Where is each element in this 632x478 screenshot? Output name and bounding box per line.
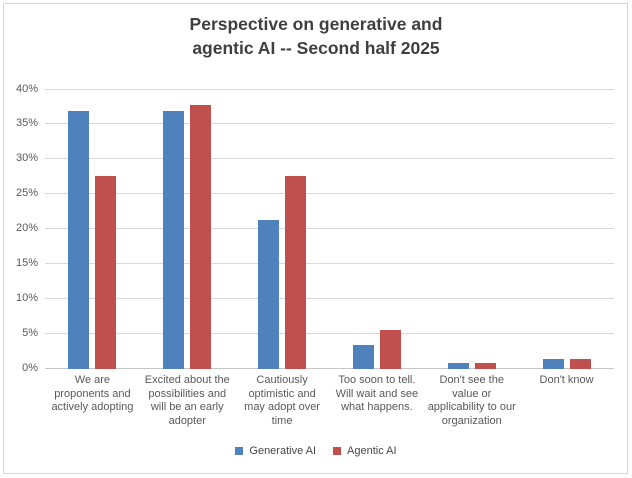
category-label: Don't see the value or applicability to …: [427, 374, 516, 427]
y-tick-label: 40%: [15, 82, 38, 95]
chart-title: Perspective on generative and agentic AI…: [189, 14, 443, 58]
gridline: [45, 263, 614, 265]
bar-agentic-ai: [95, 175, 117, 369]
gridline: [45, 333, 614, 335]
gridline: [45, 228, 614, 230]
gridline: [45, 298, 614, 300]
bar-agentic-ai: [569, 359, 591, 369]
y-tick-label: 15%: [15, 257, 38, 270]
bar-agentic-ai: [285, 176, 307, 369]
category-label: Excited about the possibilities and will…: [144, 374, 230, 427]
bar-generative-ai: [163, 111, 185, 369]
y-tick-label: 5%: [22, 327, 38, 340]
y-tick-label: 0%: [22, 362, 38, 374]
bar-agentic-ai: [190, 105, 212, 369]
legend-item-agentic-ai: Agentic AI: [333, 445, 397, 457]
legend-swatch-generative-ai: [235, 447, 244, 455]
category-label: We are proponents and actively adopting: [51, 374, 134, 413]
bar-agentic-ai: [379, 330, 401, 369]
category-label: Too soon to tell. Will wait and see what…: [335, 374, 419, 413]
legend-swatch-agentic-ai: [333, 447, 342, 455]
category-label: Cautiously optimistic and may adopt over…: [244, 374, 320, 427]
plot-area: [45, 88, 614, 369]
y-tick-label: 25%: [15, 187, 38, 200]
y-tick-label: 20%: [15, 222, 38, 235]
bar-generative-ai: [447, 362, 469, 369]
y-tick-label: 35%: [15, 117, 38, 130]
gridline: [45, 88, 614, 90]
bar-generative-ai: [258, 219, 280, 369]
legend-item-generative-ai: Generative AI: [235, 445, 316, 457]
legend-label: Agentic AI: [347, 445, 397, 457]
bar-agentic-ai: [474, 362, 496, 369]
bar-generative-ai: [542, 358, 564, 369]
y-tick-label: 10%: [15, 292, 38, 305]
legend: Generative AI Agentic AI: [0, 445, 632, 457]
category-label: Don't know: [539, 374, 594, 386]
bar-generative-ai: [352, 344, 374, 369]
legend-label: Generative AI: [249, 445, 317, 457]
gridline: [45, 123, 614, 125]
gridline: [45, 158, 614, 160]
y-tick-label: 30%: [15, 152, 38, 165]
bar-generative-ai: [68, 111, 90, 369]
x-axis-category-labels: We are proponents and actively adopting E…: [45, 374, 614, 428]
x-axis-line: [45, 368, 614, 369]
gridline: [45, 193, 614, 195]
